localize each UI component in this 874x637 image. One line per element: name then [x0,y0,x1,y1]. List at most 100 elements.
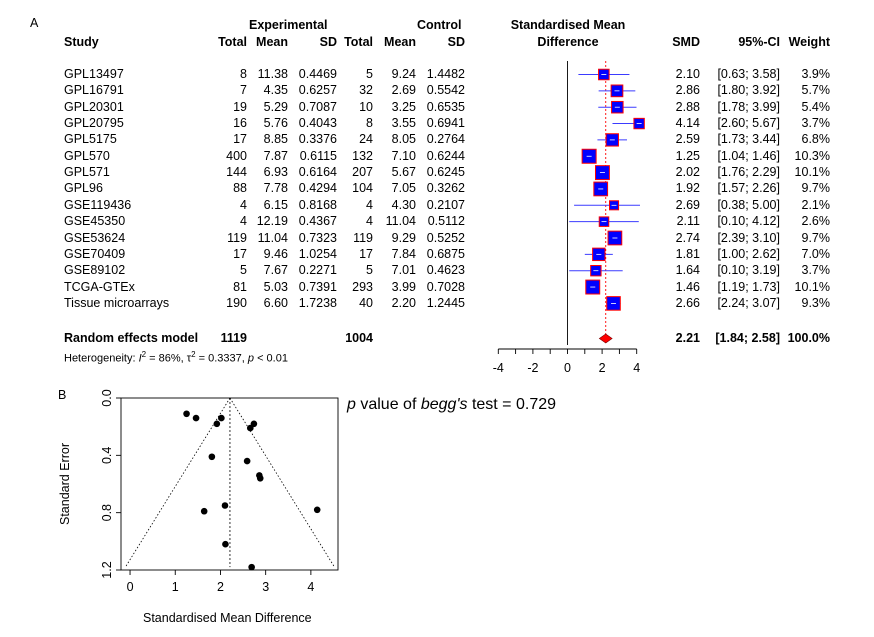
heterogeneity: Heterogeneity: I2 = 86%, τ2 = 0.3337, p … [64,350,288,365]
re-weight: 100.0% [787,331,830,345]
cell-mean-e: 12.19 [256,214,288,229]
pooled-diamond [598,333,613,344]
cell-total-e: 144 [226,165,247,180]
cell-total-e: 8 [240,67,247,81]
cell-sd-e: 0.7323 [298,230,337,245]
cell-sd-e: 1.7238 [298,295,337,310]
cell-total-c: 119 [353,230,373,245]
header-mean-c: Mean [384,35,416,49]
cell-mean-e: 4.35 [263,83,288,98]
cell-weight: 3.7% [801,116,831,131]
forest-plot: -4 -2 0 2 4 [493,61,645,375]
header-study: Study [64,35,99,49]
cell-smd-text: 4.14 [675,116,700,131]
header-sd-c: SD [447,35,465,49]
funnel-right-edge [229,397,335,568]
cell-weight: 10.1% [794,165,830,180]
cell-weight: 10.1% [794,279,830,294]
funnel-x-tick-label: 2 [217,580,224,594]
cell-total-e: 17 [233,132,247,147]
cell-sd-c: 0.5252 [426,230,465,245]
cell-mean-e: 6.15 [263,197,288,212]
cell-total-c: 293 [352,279,373,294]
re-label: Random effects model [64,331,199,345]
funnel-point [256,474,264,482]
cell-mean-e: 6.93 [263,165,288,180]
funnel-point [192,414,200,422]
cell-mean-e: 7.87 [263,148,288,163]
cell-total-e: 119 [227,230,247,245]
cell-weight: 5.4% [801,99,831,114]
cell-sd-c: 0.7028 [426,279,465,294]
cell-mean-e: 5.03 [263,279,288,294]
cell-study: GPL20301 [64,99,124,114]
cell-mean-e: 7.67 [263,263,288,278]
cell-ci-text: [0.10; 4.12] [717,214,780,229]
cell-mean-c: 5.67 [391,165,416,180]
cell-total-c: 5 [366,67,373,81]
cell-sd-c: 0.6244 [426,148,465,163]
cell-sd-c: 0.4623 [426,263,465,278]
funnel-point [213,420,221,428]
cell-smd-text: 2.69 [675,197,700,212]
cell-sd-c: 0.2764 [426,132,465,147]
funnel-x-tick-label: 1 [172,580,179,594]
cell-ci-text: [0.10; 3.19] [717,263,780,278]
cell-sd-e: 0.7391 [298,279,337,294]
header-control: Control [417,18,462,32]
cell-ci-text: [0.63; 3.58] [717,67,780,81]
cell-weight: 5.7% [801,83,831,98]
cell-ci-text: [1.00; 2.62] [717,246,780,261]
cell-study: GPL13497 [64,67,124,81]
cell-smd-text: 2.74 [675,230,700,245]
funnel-frame [120,397,339,571]
funnel-point [246,424,254,432]
header-weight: Weight [788,35,830,49]
cell-total-c: 10 [359,99,373,114]
cell-ci-text: [1.73; 3.44] [717,132,780,147]
funnel-point [250,420,258,428]
cell-sd-c: 0.3262 [426,181,465,196]
cell-mean-c: 3.99 [391,279,416,294]
cell-mean-c: 2.20 [391,295,416,310]
cell-total-c: 8 [366,116,373,131]
cell-sd-e: 0.4367 [298,214,337,229]
header-total-e: Total [218,35,247,49]
cell-weight: 7.0% [801,246,831,261]
cell-weight: 6.8% [801,132,831,147]
cell-sd-e: 1.0254 [298,246,337,261]
funnel-left-edge [125,397,231,568]
funnel-point [248,563,255,571]
cell-sd-e: 0.4469 [298,67,337,81]
cell-sd-e: 0.6164 [298,165,337,180]
cell-sd-c: 1.4482 [426,67,465,81]
cell-study: GSE89102 [64,263,126,278]
funnel-y-tick-label: 0.4 [100,447,114,464]
cell-study: GPL20795 [64,116,124,131]
cell-mean-e: 9.46 [263,246,288,261]
cell-mean-c: 8.05 [391,132,416,147]
cell-weight: 9.7% [801,230,831,245]
cell-total-e: 7 [240,83,247,98]
header-smd: SMD [672,35,700,49]
header-mean-e: Mean [256,35,288,49]
funnel-x-tick-label: 0 [127,580,134,594]
cell-total-c: 24 [359,132,373,147]
cell-total-c: 207 [352,165,373,180]
cell-study: GPL96 [64,181,103,196]
cell-ci-text: [1.04; 1.46] [717,148,780,163]
header-total-c: Total [344,35,373,49]
cell-total-c: 132 [352,148,373,163]
cell-ci-text: [1.78; 3.99] [717,99,780,114]
funnel-y-tick-label: 0.0 [100,389,114,406]
cell-total-e: 400 [226,148,247,163]
cell-total-c: 4 [366,197,373,212]
cell-weight: 9.7% [801,181,831,196]
cell-sd-c: 0.6875 [426,246,465,261]
cell-weight: 3.7% [801,263,831,278]
cell-sd-c: 0.5112 [427,214,465,229]
cell-total-c: 104 [352,181,373,196]
cell-ci-text: [2.24; 3.07] [717,295,780,310]
cell-study: GPL571 [64,165,110,180]
